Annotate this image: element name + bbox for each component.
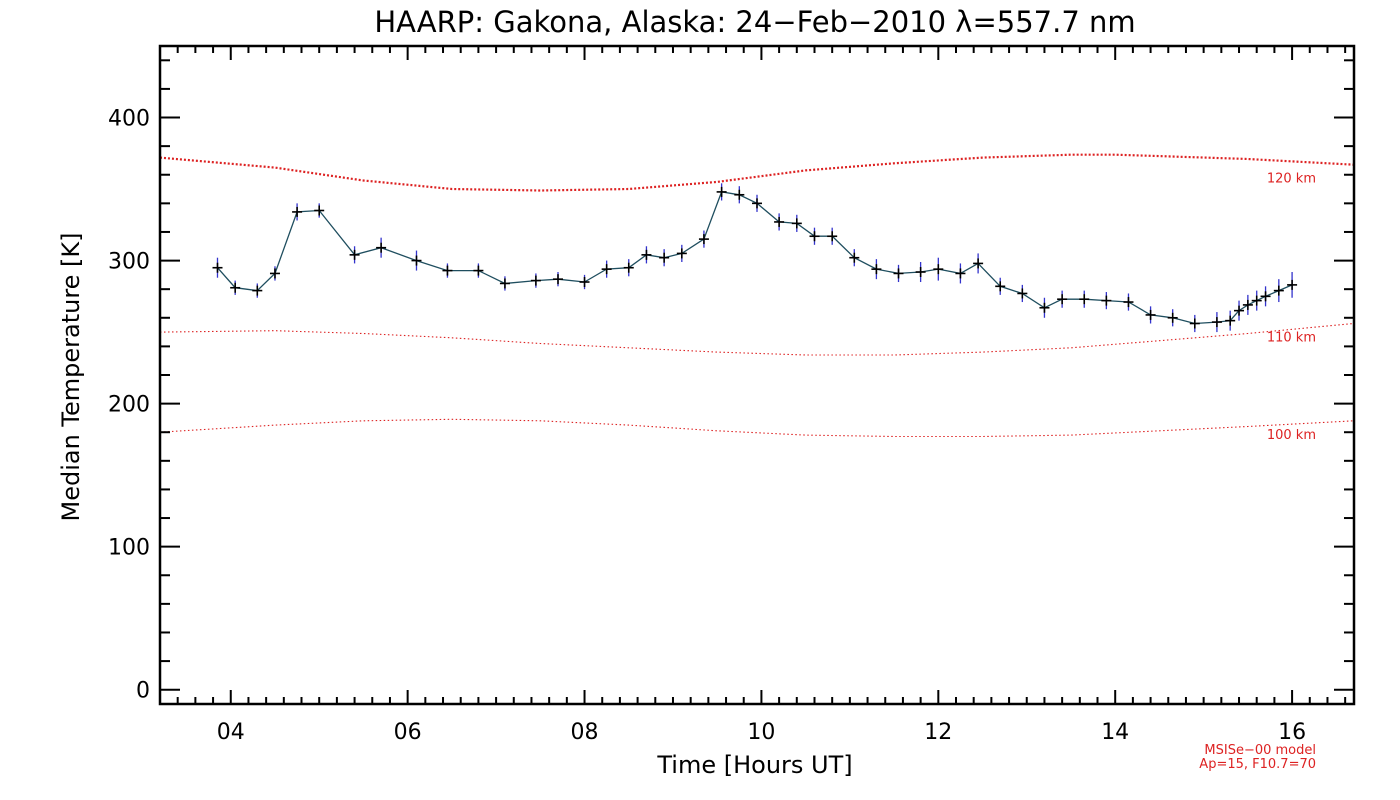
y-tick-label: 300 [108, 250, 150, 275]
model-curve-label: 120 km [1267, 172, 1316, 187]
data-point [1234, 300, 1245, 321]
data-point [230, 280, 241, 295]
data-point [530, 273, 541, 288]
data-point [933, 257, 944, 281]
model-curve-label: 100 km [1267, 428, 1316, 443]
data-point [1123, 293, 1134, 311]
data-point [871, 259, 882, 280]
x-tick-label: 06 [394, 720, 422, 745]
data-point [641, 246, 652, 264]
data-point [473, 263, 484, 278]
data-point [1189, 314, 1200, 333]
model-note-line-2: Ap=15, F10.7=70 [1199, 757, 1316, 772]
data-point [1101, 292, 1112, 310]
axes: 04 06 08 10 12 14 16 0 100 200 300 400 [108, 46, 1354, 745]
x-tick-label: 04 [217, 720, 245, 745]
data-point [752, 194, 762, 212]
model-curve-100-km [160, 418, 1354, 438]
data-point [849, 249, 860, 267]
data-point [1167, 309, 1178, 327]
data-point [1251, 290, 1262, 311]
data-point [1211, 312, 1222, 333]
data-point [349, 246, 360, 264]
data-point [809, 227, 820, 245]
y-tick-label: 200 [108, 393, 150, 418]
model-curve-label: 110 km [1267, 331, 1316, 346]
chart-title: HAARP: Gakona, Alaska: 24−Feb−2010 λ=557… [374, 5, 1135, 39]
y-tick-label: 400 [108, 107, 150, 132]
data-point [269, 266, 280, 281]
data-point [698, 230, 709, 248]
data-point [893, 264, 904, 283]
data-point [791, 214, 802, 232]
data-point [1273, 279, 1284, 303]
x-tick-label: 10 [747, 720, 775, 745]
data-point [1287, 272, 1298, 298]
data-point [1039, 297, 1050, 318]
plot-content [160, 153, 1354, 438]
data-point [623, 259, 634, 277]
data-point [1225, 310, 1236, 331]
data-point [411, 250, 422, 271]
data-point [579, 274, 590, 290]
data-point [734, 186, 745, 204]
x-axis-label: Time [Hours UT] [656, 751, 852, 779]
data-point [1145, 306, 1156, 324]
x-tick-label: 16 [1278, 720, 1306, 745]
data-point [442, 263, 453, 278]
data-point [1242, 294, 1253, 315]
data-point [1260, 286, 1271, 307]
data-point [314, 203, 325, 218]
x-tick-label: 14 [1101, 720, 1129, 745]
data-point [955, 263, 966, 284]
data-point [1057, 290, 1068, 308]
data-point [292, 203, 303, 221]
x-tick-label: 12 [924, 720, 952, 745]
data-point [774, 213, 785, 231]
data-point [376, 237, 387, 258]
data-point [659, 249, 670, 267]
data-point [716, 183, 727, 201]
data-point [676, 244, 687, 262]
data-point [827, 227, 838, 245]
data-point [553, 272, 563, 287]
data-point [499, 276, 510, 291]
data-point [973, 253, 984, 274]
y-axis-label: Median Temperature [K] [57, 232, 85, 521]
y-tick-label: 100 [108, 536, 150, 561]
data-point [601, 260, 612, 278]
x-tick-label: 08 [571, 720, 599, 745]
data-point [1017, 284, 1028, 303]
data-point [252, 283, 263, 298]
data-point [995, 277, 1006, 295]
data-point [212, 257, 223, 278]
data-point [1079, 290, 1090, 308]
model-curve-120-km [160, 153, 1354, 192]
data-line [217, 191, 1293, 325]
y-tick-label: 0 [136, 679, 150, 704]
data-point [915, 261, 926, 283]
model-curve-110-km [160, 322, 1354, 356]
plot-area: 120 km 110 km 100 km [160, 153, 1354, 443]
model-note-line-1: MSISe−00 model [1204, 743, 1316, 758]
plot-frame [158, 44, 1356, 706]
